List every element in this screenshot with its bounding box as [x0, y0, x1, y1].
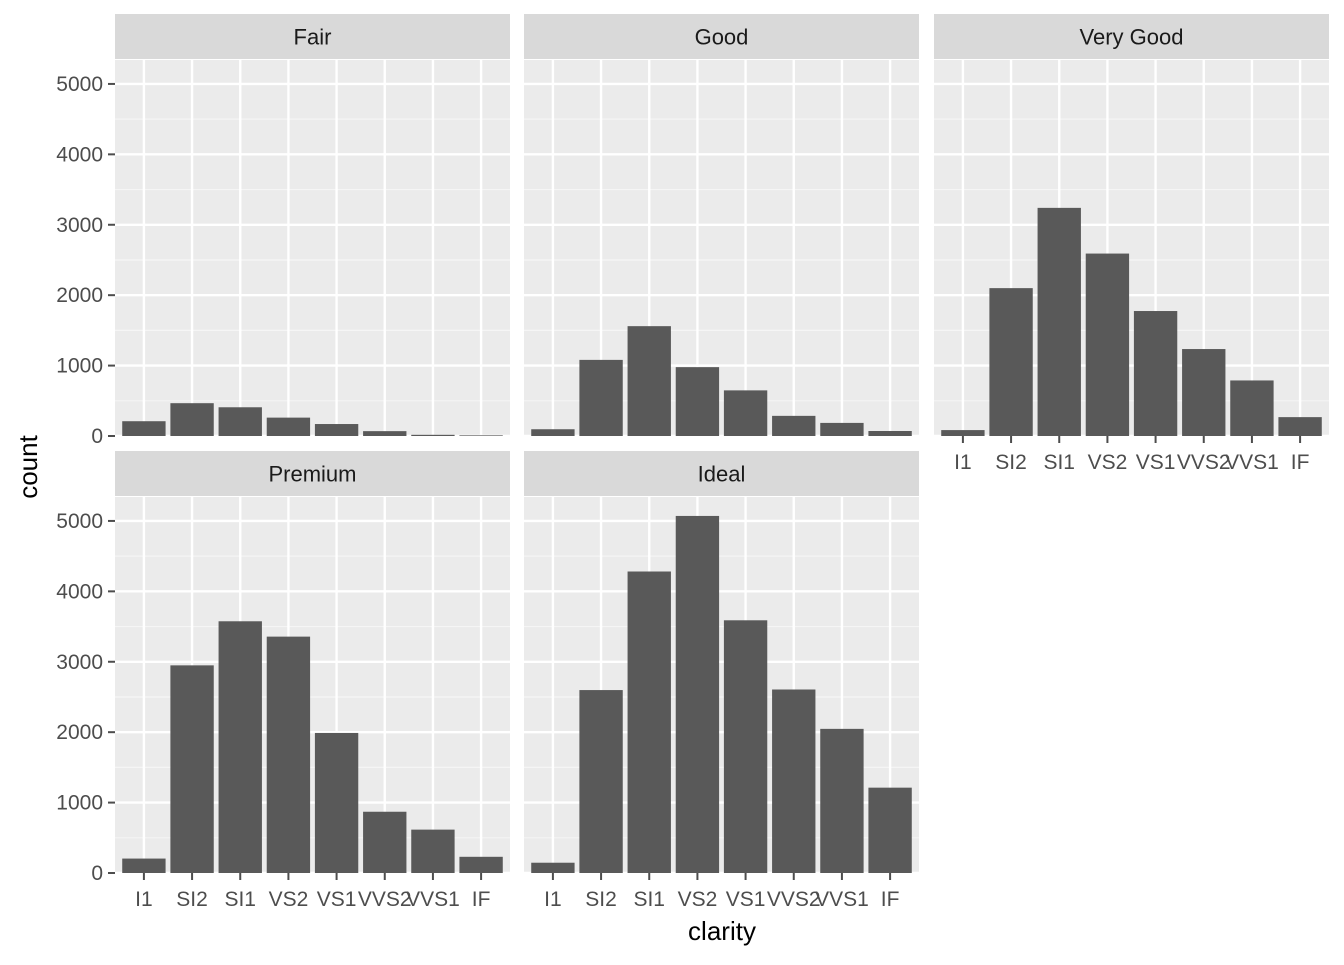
x-tick-label: VVS2: [358, 888, 412, 911]
bar-vs2: [1085, 253, 1130, 436]
bar-i1: [122, 858, 166, 873]
facet-strip-label: Fair: [294, 25, 332, 50]
x-tick-label: SI1: [1043, 451, 1075, 474]
bar-si2: [170, 665, 214, 873]
bar-si2: [170, 403, 214, 436]
bar-si1: [218, 407, 262, 436]
bar-if: [868, 431, 912, 436]
facet-strip: [524, 451, 919, 496]
x-tick-label: SI2: [176, 888, 208, 911]
x-tick-label: VVS1: [1225, 451, 1279, 474]
panel-background: [115, 60, 510, 436]
y-axis-title: count: [13, 434, 43, 498]
y-tick-label: 5000: [56, 510, 103, 533]
bar-vvs2: [363, 811, 407, 873]
bar-if: [459, 435, 503, 436]
bar-vvs2: [363, 431, 407, 436]
y-tick-label: 3000: [56, 214, 103, 237]
y-tick-label: 0: [91, 862, 103, 885]
bar-i1: [531, 862, 575, 873]
y-tick-label: 0: [91, 425, 103, 448]
bar-vvs1: [411, 829, 455, 873]
bar-si2: [579, 359, 623, 436]
x-tick-label: I1: [954, 451, 972, 474]
facet-strip: [934, 14, 1329, 59]
y-tick-label: 5000: [56, 73, 103, 96]
bar-vvs2: [1182, 349, 1226, 436]
bar-si2: [579, 690, 623, 873]
bar-vvs2: [772, 415, 816, 436]
x-tick-label: VS2: [678, 888, 718, 911]
x-tick-label: VS1: [1136, 451, 1176, 474]
bar-si2: [989, 288, 1033, 436]
bar-vs1: [314, 732, 359, 873]
bar-vs2: [266, 636, 311, 873]
bar-vs2: [675, 367, 720, 436]
x-tick-label: I1: [135, 888, 153, 911]
bar-si1: [218, 621, 262, 873]
bar-vvs2: [772, 689, 816, 873]
bar-si1: [627, 326, 671, 436]
facet-panel-fair: Fair 0 1000 2000 3000 4000 5000: [56, 14, 510, 448]
y-tick-label: 2000: [56, 284, 103, 307]
facet-strip-label: Premium: [268, 462, 356, 487]
bar-vvs1: [411, 434, 455, 436]
facet-strip-label: Good: [695, 25, 749, 50]
x-tick-label: VVS1: [406, 888, 460, 911]
y-tick-label: 2000: [56, 721, 103, 744]
y-tick-label: 1000: [56, 792, 103, 815]
bar-if: [868, 787, 912, 873]
bar-si1: [627, 571, 671, 873]
bar-vvs1: [820, 728, 864, 873]
facet-panel-premium: Premium 0 1000 2000 3000 4000 5000 I1 SI2 SI1 VS2 V…: [56, 451, 510, 911]
facet-strip-label: Ideal: [698, 462, 746, 487]
facet-strip: [115, 451, 510, 496]
facet-strip: [115, 14, 510, 59]
bar-i1: [531, 429, 575, 436]
x-tick-label: IF: [1291, 451, 1310, 474]
x-tick-label: VS1: [726, 888, 766, 911]
bar-vs1: [314, 424, 359, 436]
x-axis-title: clarity: [688, 916, 756, 946]
x-tick-label: I1: [544, 888, 562, 911]
x-tick-label: SI2: [995, 451, 1027, 474]
bar-vvs1: [1230, 380, 1274, 436]
y-tick-label: 3000: [56, 651, 103, 674]
bar-i1: [941, 430, 985, 436]
bar-vs2: [266, 417, 311, 436]
x-tick-label: SI1: [224, 888, 256, 911]
y-tick-label: 4000: [56, 580, 103, 603]
x-tick-label: VVS2: [1177, 451, 1231, 474]
x-tick-label: IF: [881, 888, 900, 911]
bar-vvs1: [820, 422, 864, 436]
bar-if: [1278, 417, 1322, 436]
bar-i1: [122, 421, 166, 436]
bar-vs1: [723, 620, 768, 873]
facet-strip: [524, 14, 919, 59]
facet-panel-good: Good: [524, 14, 919, 438]
bar-if: [459, 856, 503, 873]
facet-strip-label: Very Good: [1080, 25, 1184, 50]
x-tick-label: SI2: [585, 888, 617, 911]
x-tick-label: VS2: [1088, 451, 1128, 474]
x-tick-label: SI1: [633, 888, 665, 911]
bar-si1: [1037, 207, 1081, 436]
x-tick-label: VVS1: [815, 888, 869, 911]
x-tick-label: VS1: [317, 888, 357, 911]
bar-vs2: [675, 515, 720, 873]
y-tick-label: 4000: [56, 143, 103, 166]
x-tick-label: VVS2: [767, 888, 821, 911]
bar-vs1: [723, 390, 768, 436]
bar-vs1: [1133, 311, 1178, 436]
x-tick-label: VS2: [269, 888, 309, 911]
x-tick-label: IF: [472, 888, 491, 911]
y-tick-label: 1000: [56, 355, 103, 378]
